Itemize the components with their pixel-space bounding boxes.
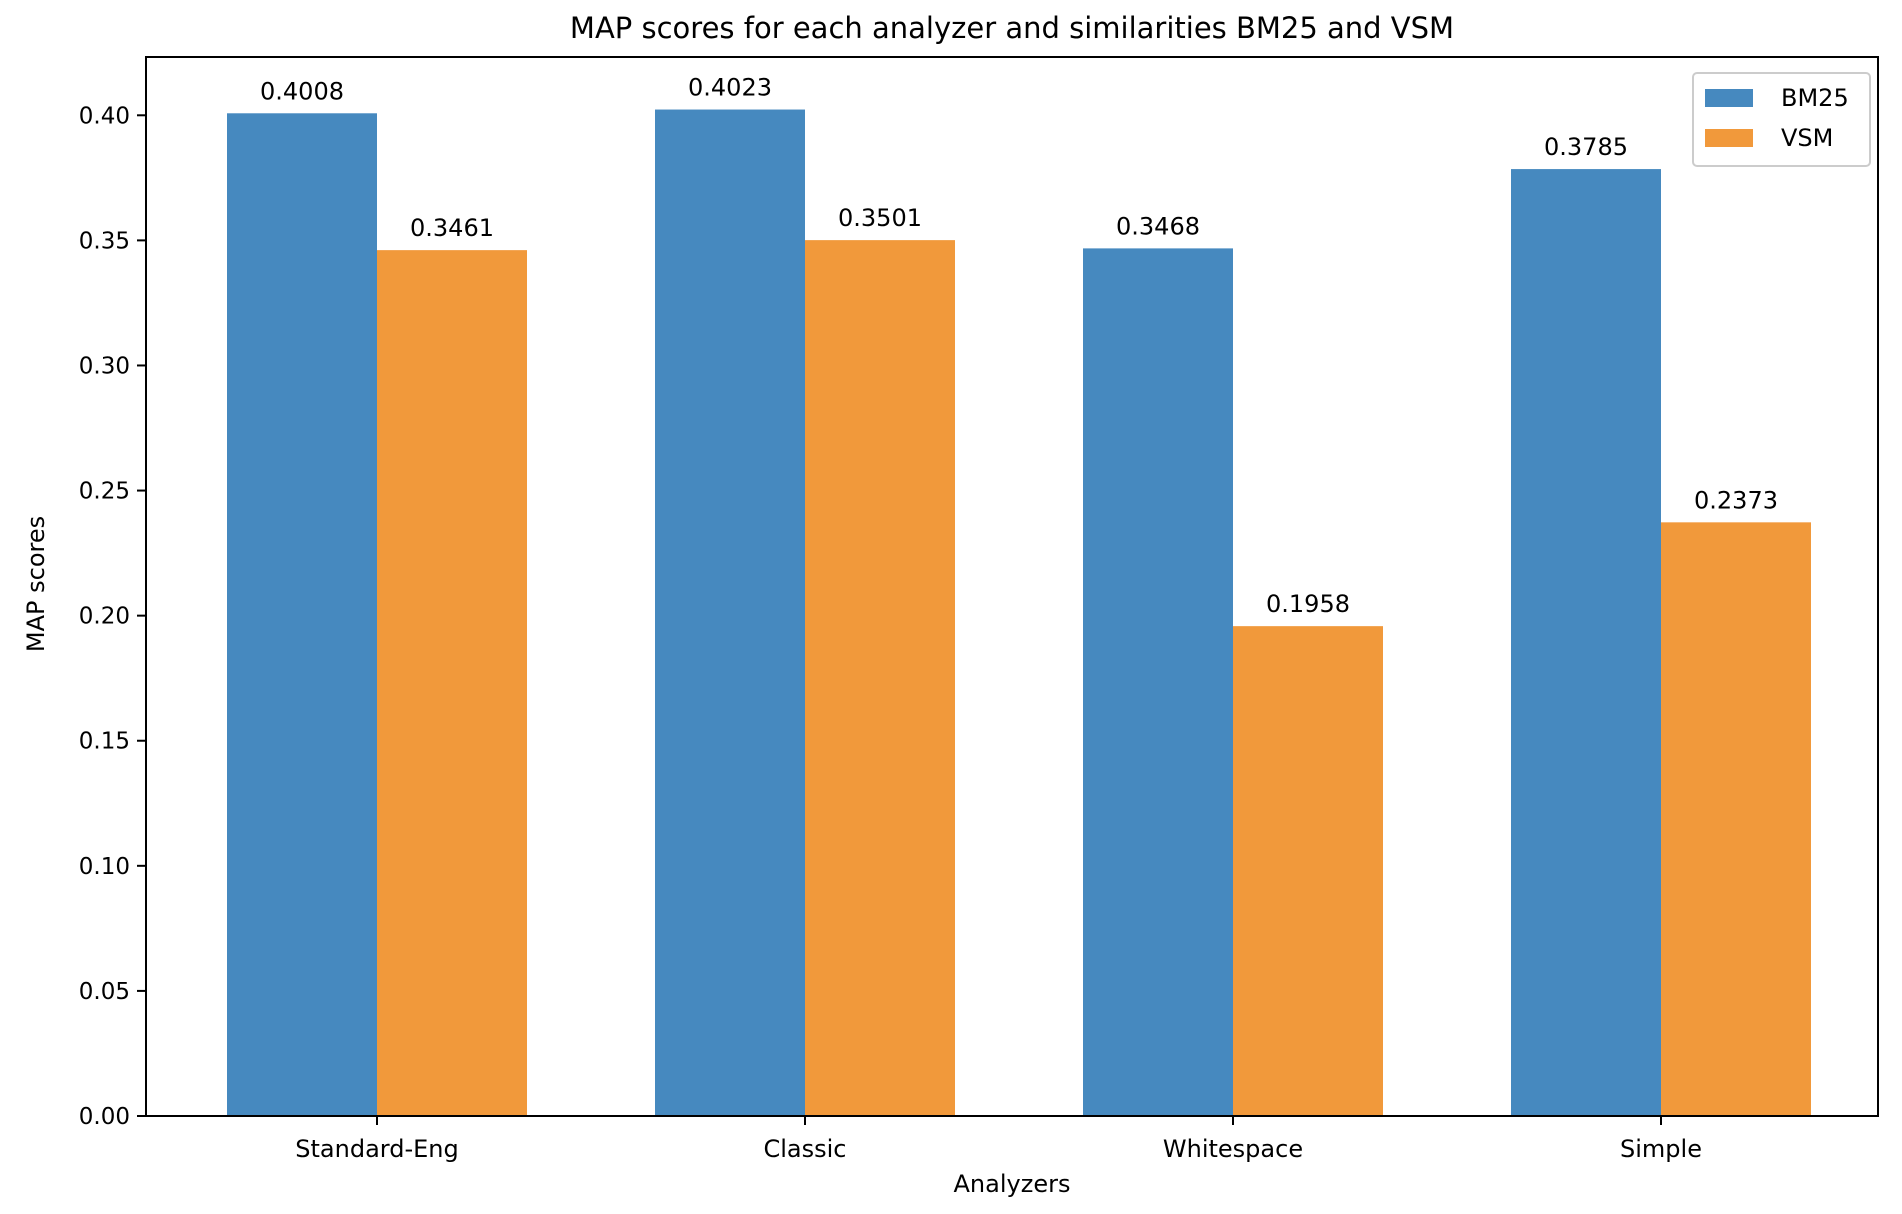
legend: BM25 VSM	[1692, 72, 1871, 167]
y-axis-label: MAP scores	[22, 516, 50, 652]
data-label: 0.4023	[688, 74, 772, 102]
y-tick-label: 0.30	[79, 353, 130, 379]
data-label: 0.3468	[1116, 212, 1200, 240]
chart-title: MAP scores for each analyzer and similar…	[570, 11, 1454, 45]
y-tick-label: 0.00	[79, 1104, 130, 1130]
y-tick-label: 0.35	[79, 228, 130, 254]
data-label: 0.4008	[260, 77, 344, 105]
bar-vsm-standard-eng	[377, 250, 527, 1116]
axes-frame	[145, 56, 1879, 1117]
data-label: 0.3461	[410, 214, 494, 242]
x-tick-label: Standard-Eng	[295, 1135, 458, 1163]
bar-bm25-standard-eng	[227, 113, 377, 1117]
y-tick-label: 0.40	[79, 103, 130, 129]
bar-bm25-simple	[1511, 169, 1661, 1117]
legend-swatch-vsm	[1705, 129, 1753, 147]
data-label: 0.3785	[1544, 133, 1628, 161]
x-tick-label: Classic	[763, 1135, 846, 1163]
bar-vsm-whitespace	[1233, 626, 1383, 1116]
data-label: 0.3501	[838, 204, 922, 232]
bar-bm25-classic	[655, 109, 805, 1116]
y-tick-label: 0.20	[79, 604, 130, 630]
x-tick-label: Whitespace	[1163, 1135, 1303, 1163]
legend-label-bm25: BM25	[1781, 84, 1849, 112]
legend-swatch-bm25	[1705, 89, 1753, 107]
data-label: 0.1958	[1266, 590, 1350, 618]
plot-area: 0.00 0.05 0.10 0.15 0.20 0.25 0.30 0.35 0.40 Stan…	[79, 74, 1811, 1163]
legend-label-vsm: VSM	[1781, 124, 1833, 152]
x-axis-label: Analyzers	[954, 1170, 1071, 1198]
y-tick-label: 0.05	[79, 979, 130, 1005]
y-tick-label: 0.15	[79, 729, 130, 755]
bar-vsm-simple	[1661, 522, 1811, 1116]
data-label: 0.2373	[1694, 486, 1778, 514]
bar-bm25-whitespace	[1083, 248, 1233, 1116]
x-tick-label: Simple	[1620, 1135, 1702, 1163]
y-tick-label: 0.10	[79, 854, 130, 880]
bar-vsm-classic	[805, 240, 955, 1116]
y-tick-label: 0.25	[79, 479, 130, 505]
